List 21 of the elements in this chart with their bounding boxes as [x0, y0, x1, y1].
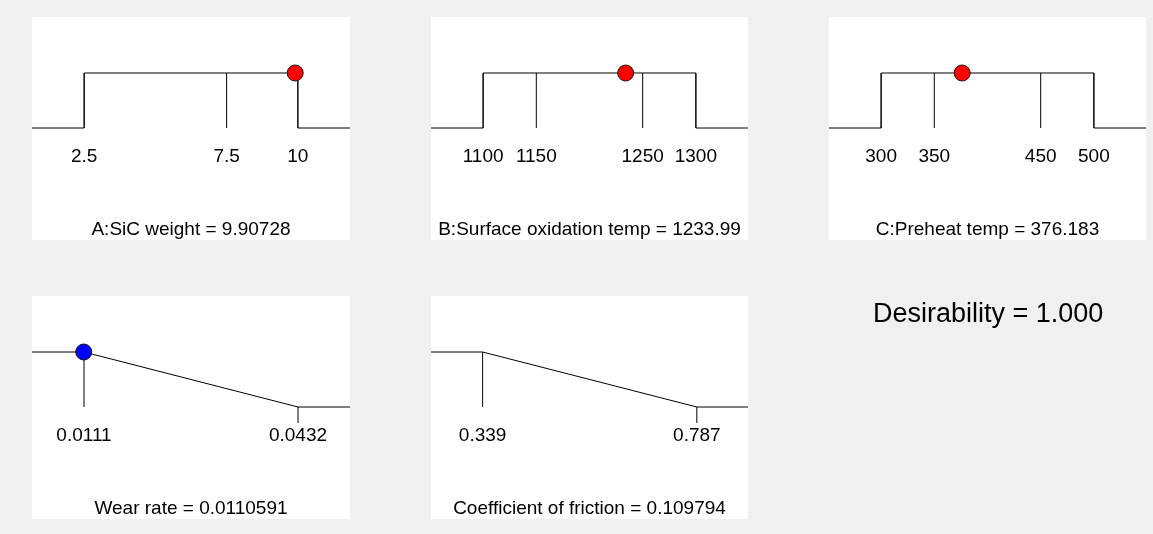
x-tick-label: 350	[918, 145, 951, 166]
x-tick-label: 0.0432	[268, 424, 328, 445]
x-axis-title: Wear rate = 0.0110591	[94, 496, 288, 518]
x-tick-label: 1250	[621, 145, 664, 166]
x-tick-label: 1300	[674, 145, 718, 166]
x-tick-label: 0.787	[673, 424, 721, 445]
x-tick-label: 0.0111	[56, 424, 112, 445]
x-tick-label: 500	[1078, 145, 1110, 166]
text: Desirability = 1.000	[873, 298, 1104, 328]
x-tick-label: 1100	[462, 145, 504, 166]
x-tick-label: 300	[865, 145, 897, 166]
x-tick-label: 450	[1024, 145, 1057, 166]
x-tick-label: 10	[287, 145, 309, 166]
x-axis-title: Coefficient of friction = 0.109794	[453, 496, 727, 518]
x-tick-label: 0.339	[458, 424, 507, 445]
x-tick-label: 1150	[515, 145, 557, 166]
x-axis-title: C:Preheat temp = 376.183	[875, 217, 1100, 239]
x-axis-title: A:SiC weight = 9.90728	[91, 217, 291, 239]
x-axis-title: B:Surface oxidation temp = 1233.99	[438, 217, 741, 239]
x-tick-label: 2.5	[70, 145, 98, 166]
x-tick-label: 7.5	[213, 145, 240, 166]
